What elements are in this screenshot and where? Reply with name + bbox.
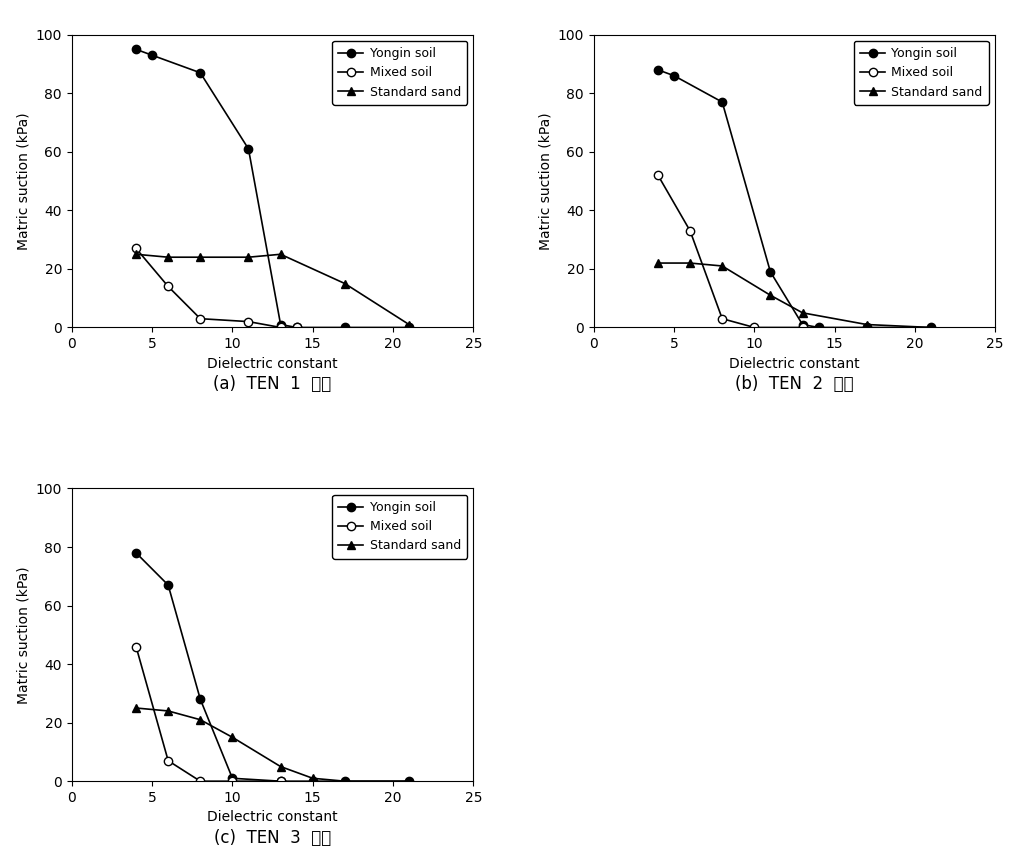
Standard sand bbox=[716, 260, 728, 271]
Y-axis label: Matric suction (kPa): Matric suction (kPa) bbox=[16, 566, 30, 704]
Yongin soil bbox=[861, 322, 873, 332]
Yongin soil bbox=[227, 773, 239, 784]
X-axis label: Dielectric constant: Dielectric constant bbox=[207, 811, 338, 825]
Mixed soil bbox=[194, 313, 206, 324]
Standard sand bbox=[130, 249, 143, 260]
Yongin soil bbox=[194, 68, 206, 78]
Line: Standard sand: Standard sand bbox=[132, 250, 413, 329]
Standard sand bbox=[339, 279, 351, 289]
Standard sand bbox=[194, 252, 206, 262]
Y-axis label: Matric suction (kPa): Matric suction (kPa) bbox=[16, 112, 30, 250]
Mixed soil bbox=[652, 170, 664, 181]
Standard sand bbox=[861, 319, 873, 330]
Yongin soil bbox=[339, 776, 351, 786]
Yongin soil bbox=[652, 64, 664, 75]
Mixed soil bbox=[130, 641, 143, 652]
Yongin soil bbox=[242, 144, 254, 155]
Line: Standard sand: Standard sand bbox=[132, 704, 413, 786]
Standard sand bbox=[403, 319, 416, 330]
Mixed soil bbox=[162, 281, 174, 292]
Line: Mixed soil: Mixed soil bbox=[132, 244, 301, 332]
Standard sand bbox=[796, 307, 808, 318]
Yongin soil bbox=[130, 44, 143, 55]
Standard sand bbox=[684, 258, 697, 268]
Standard sand bbox=[307, 773, 319, 784]
Yongin soil bbox=[924, 322, 937, 332]
Mixed soil bbox=[242, 317, 254, 327]
Mixed soil bbox=[796, 322, 808, 332]
Mixed soil bbox=[130, 243, 143, 253]
Yongin soil bbox=[146, 50, 158, 61]
Yongin soil bbox=[162, 580, 174, 590]
Yongin soil bbox=[796, 319, 808, 330]
Yongin soil bbox=[668, 70, 680, 81]
Standard sand bbox=[764, 290, 777, 300]
Yongin soil bbox=[813, 322, 825, 332]
Standard sand bbox=[924, 322, 937, 332]
Legend: Yongin soil, Mixed soil, Standard sand: Yongin soil, Mixed soil, Standard sand bbox=[854, 41, 989, 105]
Standard sand bbox=[339, 776, 351, 786]
Line: Mixed soil: Mixed soil bbox=[654, 171, 806, 332]
Mixed soil bbox=[274, 776, 286, 786]
Legend: Yongin soil, Mixed soil, Standard sand: Yongin soil, Mixed soil, Standard sand bbox=[332, 495, 467, 559]
Y-axis label: Matric suction (kPa): Matric suction (kPa) bbox=[538, 112, 552, 250]
Legend: Yongin soil, Mixed soil, Standard sand: Yongin soil, Mixed soil, Standard sand bbox=[332, 41, 467, 105]
Line: Mixed soil: Mixed soil bbox=[132, 642, 285, 786]
Text: (a)  TEN  1  위치: (a) TEN 1 위치 bbox=[213, 375, 331, 393]
Standard sand bbox=[130, 703, 143, 713]
Yongin soil bbox=[307, 776, 319, 786]
Yongin soil bbox=[274, 319, 286, 330]
Yongin soil bbox=[764, 266, 777, 277]
Yongin soil bbox=[716, 97, 728, 108]
Standard sand bbox=[227, 732, 239, 742]
Standard sand bbox=[274, 761, 286, 772]
Standard sand bbox=[194, 714, 206, 725]
Standard sand bbox=[162, 252, 174, 262]
Yongin soil bbox=[194, 694, 206, 705]
Yongin soil bbox=[339, 322, 351, 332]
Line: Yongin soil: Yongin soil bbox=[132, 45, 413, 332]
Yongin soil bbox=[274, 776, 286, 786]
Yongin soil bbox=[403, 322, 416, 332]
Standard sand bbox=[403, 776, 416, 786]
Yongin soil bbox=[290, 322, 303, 332]
Line: Yongin soil: Yongin soil bbox=[132, 549, 413, 786]
Mixed soil bbox=[716, 313, 728, 324]
Mixed soil bbox=[748, 322, 760, 332]
X-axis label: Dielectric constant: Dielectric constant bbox=[729, 357, 860, 371]
Mixed soil bbox=[194, 776, 206, 786]
Text: (b)  TEN  2  위치: (b) TEN 2 위치 bbox=[736, 375, 854, 393]
Standard sand bbox=[274, 249, 286, 260]
Mixed soil bbox=[227, 776, 239, 786]
Yongin soil bbox=[130, 548, 143, 558]
Standard sand bbox=[242, 252, 254, 262]
Standard sand bbox=[652, 258, 664, 268]
Text: (c)  TEN  3  위치: (c) TEN 3 위치 bbox=[214, 829, 331, 847]
Mixed soil bbox=[684, 226, 697, 236]
Line: Standard sand: Standard sand bbox=[654, 259, 935, 332]
X-axis label: Dielectric constant: Dielectric constant bbox=[207, 357, 338, 371]
Standard sand bbox=[162, 706, 174, 716]
Mixed soil bbox=[162, 755, 174, 766]
Mixed soil bbox=[290, 322, 303, 332]
Yongin soil bbox=[403, 776, 416, 786]
Mixed soil bbox=[274, 322, 286, 332]
Line: Yongin soil: Yongin soil bbox=[654, 66, 935, 332]
